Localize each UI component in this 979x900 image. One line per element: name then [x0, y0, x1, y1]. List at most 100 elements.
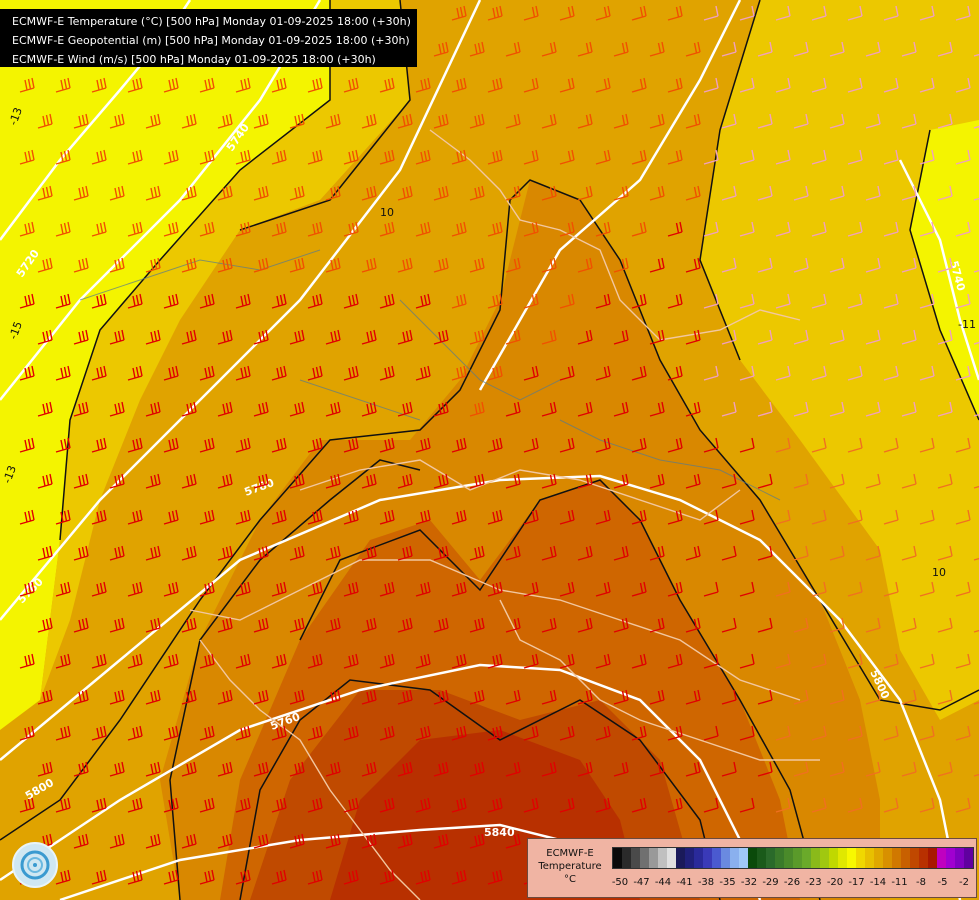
wind-barb — [325, 473, 341, 489]
wind-barb — [235, 437, 251, 453]
wind-barb — [415, 365, 431, 381]
wind-barb — [379, 221, 395, 237]
wind-barb — [127, 509, 143, 525]
wind-barb — [289, 113, 305, 129]
wind-barb — [37, 617, 53, 633]
wind-barb — [811, 509, 827, 525]
wind-barb — [559, 221, 575, 237]
wind-barb — [55, 653, 71, 669]
wind-barb — [703, 77, 719, 93]
wind-barb — [541, 329, 557, 345]
legend-swatch — [730, 848, 739, 868]
wind-barb — [901, 257, 917, 273]
wind-barb — [523, 653, 539, 669]
wind-barb — [127, 653, 143, 669]
wind-barb — [127, 293, 143, 309]
wind-barb — [253, 401, 269, 417]
wind-barb — [379, 653, 395, 669]
wind-barb — [703, 365, 719, 381]
wind-barb — [865, 113, 881, 129]
wind-barb — [343, 149, 359, 165]
wind-barb — [523, 221, 539, 237]
wind-barb — [271, 869, 287, 885]
wind-barb — [829, 401, 845, 417]
wind-barb — [559, 509, 575, 525]
wind-barb — [217, 689, 233, 705]
wind-barb — [793, 545, 809, 561]
wind-barb — [739, 149, 755, 165]
wind-barb — [577, 41, 593, 57]
wind-barb — [757, 41, 773, 57]
wind-barb — [505, 41, 521, 57]
wind-barb — [973, 413, 979, 417]
wind-barb — [937, 473, 953, 489]
wind-barb — [883, 581, 899, 597]
wind-barb — [721, 617, 737, 633]
wind-barb — [361, 833, 377, 849]
wind-barb — [145, 401, 161, 417]
wind-barb — [901, 545, 917, 561]
wind-barb — [937, 761, 953, 777]
wind-barb — [523, 293, 539, 309]
wind-barb — [811, 221, 827, 237]
wind-barb — [505, 689, 521, 705]
wind-barb — [343, 581, 359, 597]
wind-barb — [163, 509, 179, 525]
wind-barb — [271, 77, 287, 93]
wind-barb — [361, 761, 377, 777]
wind-barb — [487, 509, 503, 525]
legend-swatch — [640, 848, 649, 868]
wind-barb — [703, 581, 719, 597]
wind-barb — [667, 653, 683, 669]
wind-barb — [919, 509, 935, 525]
wind-barb — [631, 365, 647, 381]
wind-barb — [487, 437, 503, 453]
legend-title-line1: ECMWF-E — [546, 848, 594, 859]
wind-barb — [865, 761, 881, 777]
wind-barb — [217, 401, 233, 417]
legend-tick-label: -44 — [654, 877, 672, 888]
wind-barb — [829, 113, 845, 129]
wind-barb — [739, 797, 755, 813]
legend-swatch — [901, 848, 910, 868]
wind-barb — [919, 77, 935, 93]
wind-barb — [19, 221, 35, 237]
wind-barb — [559, 437, 575, 453]
wind-barb — [145, 185, 161, 201]
wind-barb — [811, 77, 827, 93]
wind-barb — [793, 617, 809, 633]
wind-barb — [181, 473, 197, 489]
wind-barb — [523, 365, 539, 381]
wind-barb — [955, 77, 971, 93]
wind-barb — [829, 761, 845, 777]
wind-barb — [127, 797, 143, 813]
wind-barb — [451, 77, 467, 93]
wind-barb — [937, 113, 953, 129]
wind-barb — [379, 509, 395, 525]
wind-barb — [109, 257, 125, 273]
wind-barb — [217, 473, 233, 489]
wind-barb — [883, 293, 899, 309]
wind-barb — [667, 221, 683, 237]
wind-barb — [667, 293, 683, 309]
wind-barb — [559, 293, 575, 309]
wind-barb — [721, 113, 737, 129]
wind-barb — [793, 689, 809, 705]
wind-barb — [379, 869, 395, 885]
wind-barb — [847, 509, 863, 525]
wind-barb — [361, 329, 377, 345]
wind-barb — [685, 689, 701, 705]
wind-barb — [919, 149, 935, 165]
wind-barb — [379, 725, 395, 741]
wind-barb — [73, 401, 89, 417]
wind-barb — [973, 269, 979, 273]
wind-barb — [739, 5, 755, 21]
legend-swatch — [820, 848, 829, 868]
wind-barb — [19, 725, 35, 741]
wind-barb — [487, 581, 503, 597]
wind-barb — [829, 329, 845, 345]
wind-barb — [505, 833, 521, 849]
wind-barb — [595, 725, 611, 741]
wind-barb — [505, 761, 521, 777]
wind-barb — [307, 221, 323, 237]
